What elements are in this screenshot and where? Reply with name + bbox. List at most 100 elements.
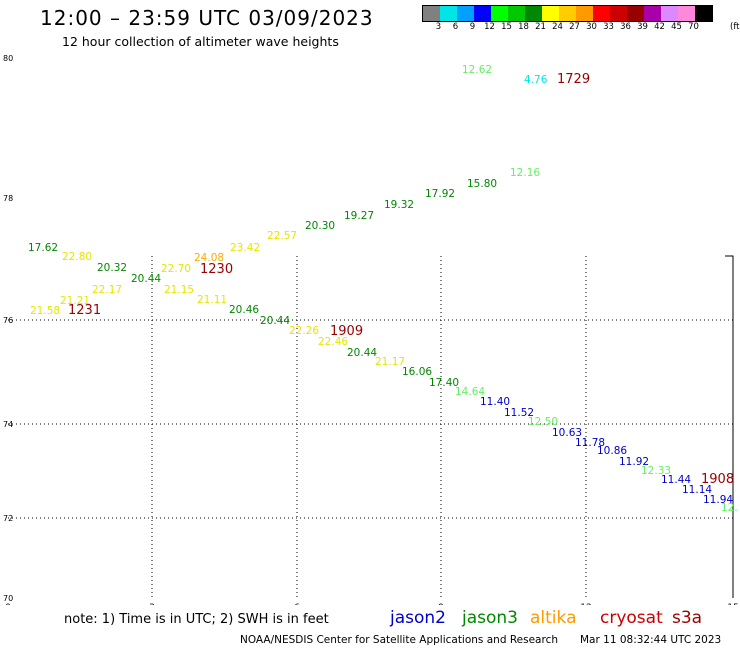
- x-tick-label: 3: [149, 603, 155, 605]
- colorbar-label: 3: [435, 22, 442, 32]
- colorbar-swatch: [661, 6, 678, 21]
- wave-height-label: 22.46: [318, 336, 348, 348]
- station-id-label: 1908: [701, 472, 734, 487]
- wave-height-label: 20.44: [347, 347, 377, 359]
- colorbar-unit: (ft): [730, 22, 740, 32]
- wave-height-label: 23.42: [230, 242, 260, 254]
- colorbar-swatch: [678, 6, 695, 21]
- wave-height-label: 15.80: [467, 178, 497, 190]
- colorbar-label: 30: [586, 22, 597, 32]
- wave-height-label: 11.40: [480, 396, 510, 408]
- colorbar-swatch: [457, 6, 474, 21]
- wave-height-label: 12.: [721, 502, 738, 514]
- colorbar-swatch: [508, 6, 525, 21]
- colorbar-swatch: [474, 6, 491, 21]
- y-tick-label: 76: [3, 316, 13, 325]
- x-tick-label: 9: [438, 603, 444, 605]
- station-id-label: 1909: [330, 324, 363, 339]
- wave-height-label: 21.15: [164, 284, 194, 296]
- wave-height-label: 20.30: [305, 220, 335, 232]
- wave-height-label: 20.46: [229, 304, 259, 316]
- wave-height-label: 21.11: [197, 294, 227, 306]
- wave-height-label: 11.94: [703, 494, 733, 506]
- wave-height-label: 4.76: [524, 74, 548, 86]
- wave-height-label: 11.14: [682, 484, 712, 496]
- colorbar-label: 15: [501, 22, 512, 32]
- colorbar-swatch: [695, 6, 712, 21]
- credit-line: NOAA/NESDIS Center for Satellite Applica…: [240, 634, 558, 646]
- x-tick-label: 12: [580, 603, 591, 605]
- wave-height-label: 21.17: [375, 356, 405, 368]
- colorbar-swatch: [440, 6, 457, 21]
- footer-note: note: 1) Time is in UTC; 2) SWH is in fe…: [64, 612, 329, 627]
- wave-height-label: 20.44: [131, 273, 161, 285]
- station-id-label: 1729: [557, 72, 590, 87]
- colorbar-label: 21: [535, 22, 546, 32]
- legend-jason3: jason3: [462, 608, 518, 628]
- colorbar-label: 33: [603, 22, 614, 32]
- colorbar-label: 9: [469, 22, 476, 32]
- colorbar-label: 42: [654, 22, 665, 32]
- legend-s3a: s3a: [672, 608, 703, 628]
- wave-height-label: 20.32: [97, 262, 127, 274]
- wave-height-label: 17.92: [425, 188, 455, 200]
- map-subtitle: 12 hour collection of altimeter wave hei…: [62, 34, 339, 49]
- wave-height-label: 24.08: [194, 252, 224, 264]
- wave-height-label: 22.80: [62, 251, 92, 263]
- station-id-label: 1230: [200, 262, 233, 277]
- wave-height-label: 12.33: [641, 465, 671, 477]
- altimeter-map: 03691215807876747270 12.624.76172912.161…: [3, 54, 739, 605]
- colorbar-label: 24: [552, 22, 563, 32]
- colorbar-swatch: [576, 6, 593, 21]
- colorbar-swatch: [627, 6, 644, 21]
- wave-height-label: 14.64: [455, 386, 485, 398]
- wave-height-label: 22.70: [161, 263, 191, 275]
- generated-timestamp: Mar 11 08:32:44 UTC 2023: [580, 634, 722, 646]
- wave-height-label: 19.27: [344, 210, 374, 222]
- colorbar-label: 12: [484, 22, 495, 32]
- x-tick-label: 15: [727, 603, 738, 605]
- map-grid: [8, 255, 734, 598]
- y-tick-label: 72: [3, 514, 13, 523]
- wave-height-label: 16.06: [402, 366, 432, 378]
- colorbar-swatch: [593, 6, 610, 21]
- wave-height-label: 11.78: [575, 437, 605, 449]
- colorbar-swatch: [491, 6, 508, 21]
- wave-height-label: 11.44: [661, 474, 691, 486]
- colorbar-label: 18: [518, 22, 529, 32]
- wave-height-label: 12.16: [510, 167, 540, 179]
- colorbar-swatch: [644, 6, 661, 21]
- colorbar-swatch: [423, 6, 440, 21]
- colorbar-swatch: [610, 6, 627, 21]
- wave-height-label: 22.26: [289, 325, 319, 337]
- wave-height-label: 12.62: [462, 64, 492, 76]
- wave-height-label: 22.57: [267, 230, 297, 242]
- colorbar-label: 36: [620, 22, 631, 32]
- y-tick-label: 80: [3, 54, 13, 63]
- axis-ticks: 0 3 6 9 12 15 80 78 76 74 72 70: [3, 54, 739, 605]
- wave-height-label: 10.86: [597, 445, 627, 457]
- y-tick-label: 70: [3, 594, 13, 603]
- wave-height-label: 17.62: [28, 242, 58, 254]
- wave-height-label: 21.58: [30, 305, 60, 317]
- colorbar-label: 39: [637, 22, 648, 32]
- map-title: 12:00 – 23:59 UTC 03/09/2023: [40, 6, 374, 30]
- wave-height-label: 20.44: [260, 315, 290, 327]
- legend-jason2: jason2: [390, 608, 446, 628]
- wave-height-label: 21.21: [60, 295, 90, 307]
- wave-height-label: 19.32: [384, 199, 414, 211]
- wave-height-label: 11.52: [504, 407, 534, 419]
- wave-height-label: 22.17: [92, 284, 122, 296]
- map-frame-edge: [725, 255, 734, 598]
- y-tick-label: 78: [3, 194, 13, 203]
- y-tick-label: 74: [3, 420, 13, 429]
- colorbar-label: 70: [688, 22, 699, 32]
- wave-height-label: 11.92: [619, 456, 649, 468]
- station-id-label: 1231: [68, 303, 101, 318]
- wave-height-label: 12.50: [528, 416, 558, 428]
- wave-height-label: 10.63: [552, 427, 582, 439]
- colorbar-label: 6: [452, 22, 459, 32]
- wave-height-colorbar: [422, 5, 713, 22]
- observation-labels: 12.62 4.76 1729 12.16 15.80 17.92 19.32 19.27 20…: [28, 64, 738, 514]
- wave-height-label: 17.40: [429, 377, 459, 389]
